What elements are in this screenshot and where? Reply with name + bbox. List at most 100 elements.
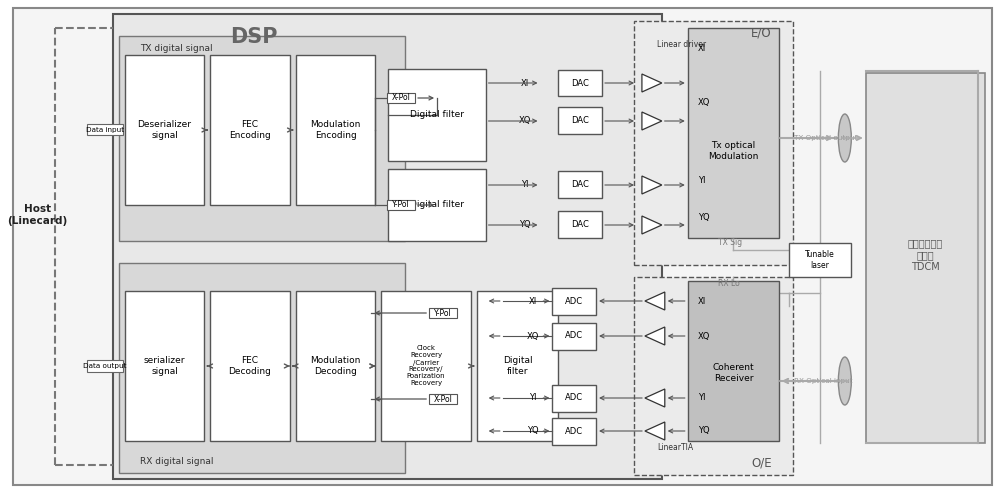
Text: YQ: YQ xyxy=(698,213,709,222)
Ellipse shape xyxy=(838,357,851,405)
Text: Coherent
Receiver: Coherent Receiver xyxy=(713,363,754,383)
FancyBboxPatch shape xyxy=(296,55,375,205)
FancyBboxPatch shape xyxy=(210,291,290,441)
Text: YI: YI xyxy=(529,393,536,402)
Text: XQ: XQ xyxy=(526,331,539,341)
FancyBboxPatch shape xyxy=(388,169,486,241)
Text: RX Optical input: RX Optical input xyxy=(794,378,853,384)
Polygon shape xyxy=(645,292,665,310)
Text: Clock
Recovery
/Carrier
Recovery/
Poarization
Recovery: Clock Recovery /Carrier Recovery/ Poariz… xyxy=(407,346,445,387)
FancyBboxPatch shape xyxy=(552,418,596,445)
Polygon shape xyxy=(642,74,662,92)
Text: Digital filter: Digital filter xyxy=(410,110,464,119)
Text: RX Lo: RX Lo xyxy=(718,280,739,288)
Text: DSP: DSP xyxy=(230,27,278,47)
FancyBboxPatch shape xyxy=(87,360,123,372)
FancyBboxPatch shape xyxy=(688,281,779,441)
Text: XI: XI xyxy=(698,44,706,54)
Text: YI: YI xyxy=(521,180,528,189)
FancyBboxPatch shape xyxy=(558,70,602,97)
Text: Tx optical
Modulation: Tx optical Modulation xyxy=(708,141,759,161)
FancyBboxPatch shape xyxy=(381,291,471,441)
FancyBboxPatch shape xyxy=(558,107,602,135)
Text: DAC: DAC xyxy=(571,78,589,87)
Text: Data input: Data input xyxy=(86,127,124,133)
Text: X-Pol: X-Pol xyxy=(434,394,452,403)
Text: YQ: YQ xyxy=(519,220,530,230)
FancyBboxPatch shape xyxy=(113,14,662,479)
Text: Modulation
Decoding: Modulation Decoding xyxy=(310,356,361,376)
Text: ADC: ADC xyxy=(565,393,583,402)
Text: Y-Pol: Y-Pol xyxy=(392,201,410,210)
FancyBboxPatch shape xyxy=(789,243,851,277)
FancyBboxPatch shape xyxy=(634,21,793,265)
FancyBboxPatch shape xyxy=(634,277,793,475)
Text: RX digital signal: RX digital signal xyxy=(140,457,213,465)
Text: FEC
Encoding: FEC Encoding xyxy=(229,120,271,140)
Text: XQ: XQ xyxy=(518,116,531,126)
Text: TX Sig: TX Sig xyxy=(718,239,742,247)
FancyBboxPatch shape xyxy=(552,287,596,315)
Text: ADC: ADC xyxy=(565,331,583,341)
Text: Modulation
Encoding: Modulation Encoding xyxy=(310,120,361,140)
FancyBboxPatch shape xyxy=(558,211,602,239)
Text: Linear driver: Linear driver xyxy=(657,40,706,49)
Text: YI: YI xyxy=(698,176,705,185)
Text: Tunable
laser: Tunable laser xyxy=(805,250,835,270)
FancyBboxPatch shape xyxy=(210,55,290,205)
Text: E/O: E/O xyxy=(751,27,772,39)
Text: Digital filter: Digital filter xyxy=(410,201,464,210)
Text: Y-Pol: Y-Pol xyxy=(434,309,452,317)
Text: Digital
filter: Digital filter xyxy=(503,356,532,376)
FancyBboxPatch shape xyxy=(429,394,457,404)
Text: serializer
signal: serializer signal xyxy=(144,356,185,376)
Text: XI: XI xyxy=(520,78,529,87)
Text: Host
(Linecard): Host (Linecard) xyxy=(7,204,67,226)
Text: XI: XI xyxy=(528,296,537,306)
Polygon shape xyxy=(645,422,665,440)
Text: DAC: DAC xyxy=(571,220,589,230)
FancyBboxPatch shape xyxy=(125,55,204,205)
Text: O/E: O/E xyxy=(751,457,772,469)
Text: 可调光纤长度
控制器
TDCM: 可调光纤长度 控制器 TDCM xyxy=(908,239,943,272)
Ellipse shape xyxy=(838,114,851,162)
FancyBboxPatch shape xyxy=(119,36,405,241)
FancyBboxPatch shape xyxy=(388,69,486,161)
Text: XI: XI xyxy=(698,296,706,306)
Text: TX Optical output: TX Optical output xyxy=(794,135,857,141)
Text: X-Pol: X-Pol xyxy=(392,94,411,103)
FancyBboxPatch shape xyxy=(125,291,204,441)
Text: DAC: DAC xyxy=(571,116,589,126)
Text: DAC: DAC xyxy=(571,180,589,189)
Polygon shape xyxy=(645,327,665,345)
FancyBboxPatch shape xyxy=(558,172,602,199)
Text: ADC: ADC xyxy=(565,426,583,435)
Polygon shape xyxy=(642,112,662,130)
Text: TX digital signal: TX digital signal xyxy=(140,44,213,54)
Text: YQ: YQ xyxy=(698,426,709,435)
FancyBboxPatch shape xyxy=(13,8,992,485)
FancyBboxPatch shape xyxy=(866,73,985,443)
Text: YI: YI xyxy=(698,393,705,402)
FancyBboxPatch shape xyxy=(387,93,415,103)
Text: Data output: Data output xyxy=(83,363,127,369)
FancyBboxPatch shape xyxy=(387,200,415,210)
FancyBboxPatch shape xyxy=(119,263,405,473)
Polygon shape xyxy=(645,389,665,407)
FancyBboxPatch shape xyxy=(87,124,123,136)
Polygon shape xyxy=(642,176,662,194)
Text: FEC
Decoding: FEC Decoding xyxy=(229,356,271,376)
Polygon shape xyxy=(642,216,662,234)
FancyBboxPatch shape xyxy=(477,291,558,441)
Text: XQ: XQ xyxy=(698,99,710,107)
FancyBboxPatch shape xyxy=(552,385,596,412)
FancyBboxPatch shape xyxy=(688,28,779,238)
FancyBboxPatch shape xyxy=(552,322,596,350)
Text: ADC: ADC xyxy=(565,296,583,306)
Text: XQ: XQ xyxy=(698,331,710,341)
FancyBboxPatch shape xyxy=(429,308,457,318)
FancyBboxPatch shape xyxy=(296,291,375,441)
Text: YQ: YQ xyxy=(527,426,538,435)
Text: Deserializer
signal: Deserializer signal xyxy=(137,120,191,140)
Text: LinearTIA: LinearTIA xyxy=(657,444,693,453)
